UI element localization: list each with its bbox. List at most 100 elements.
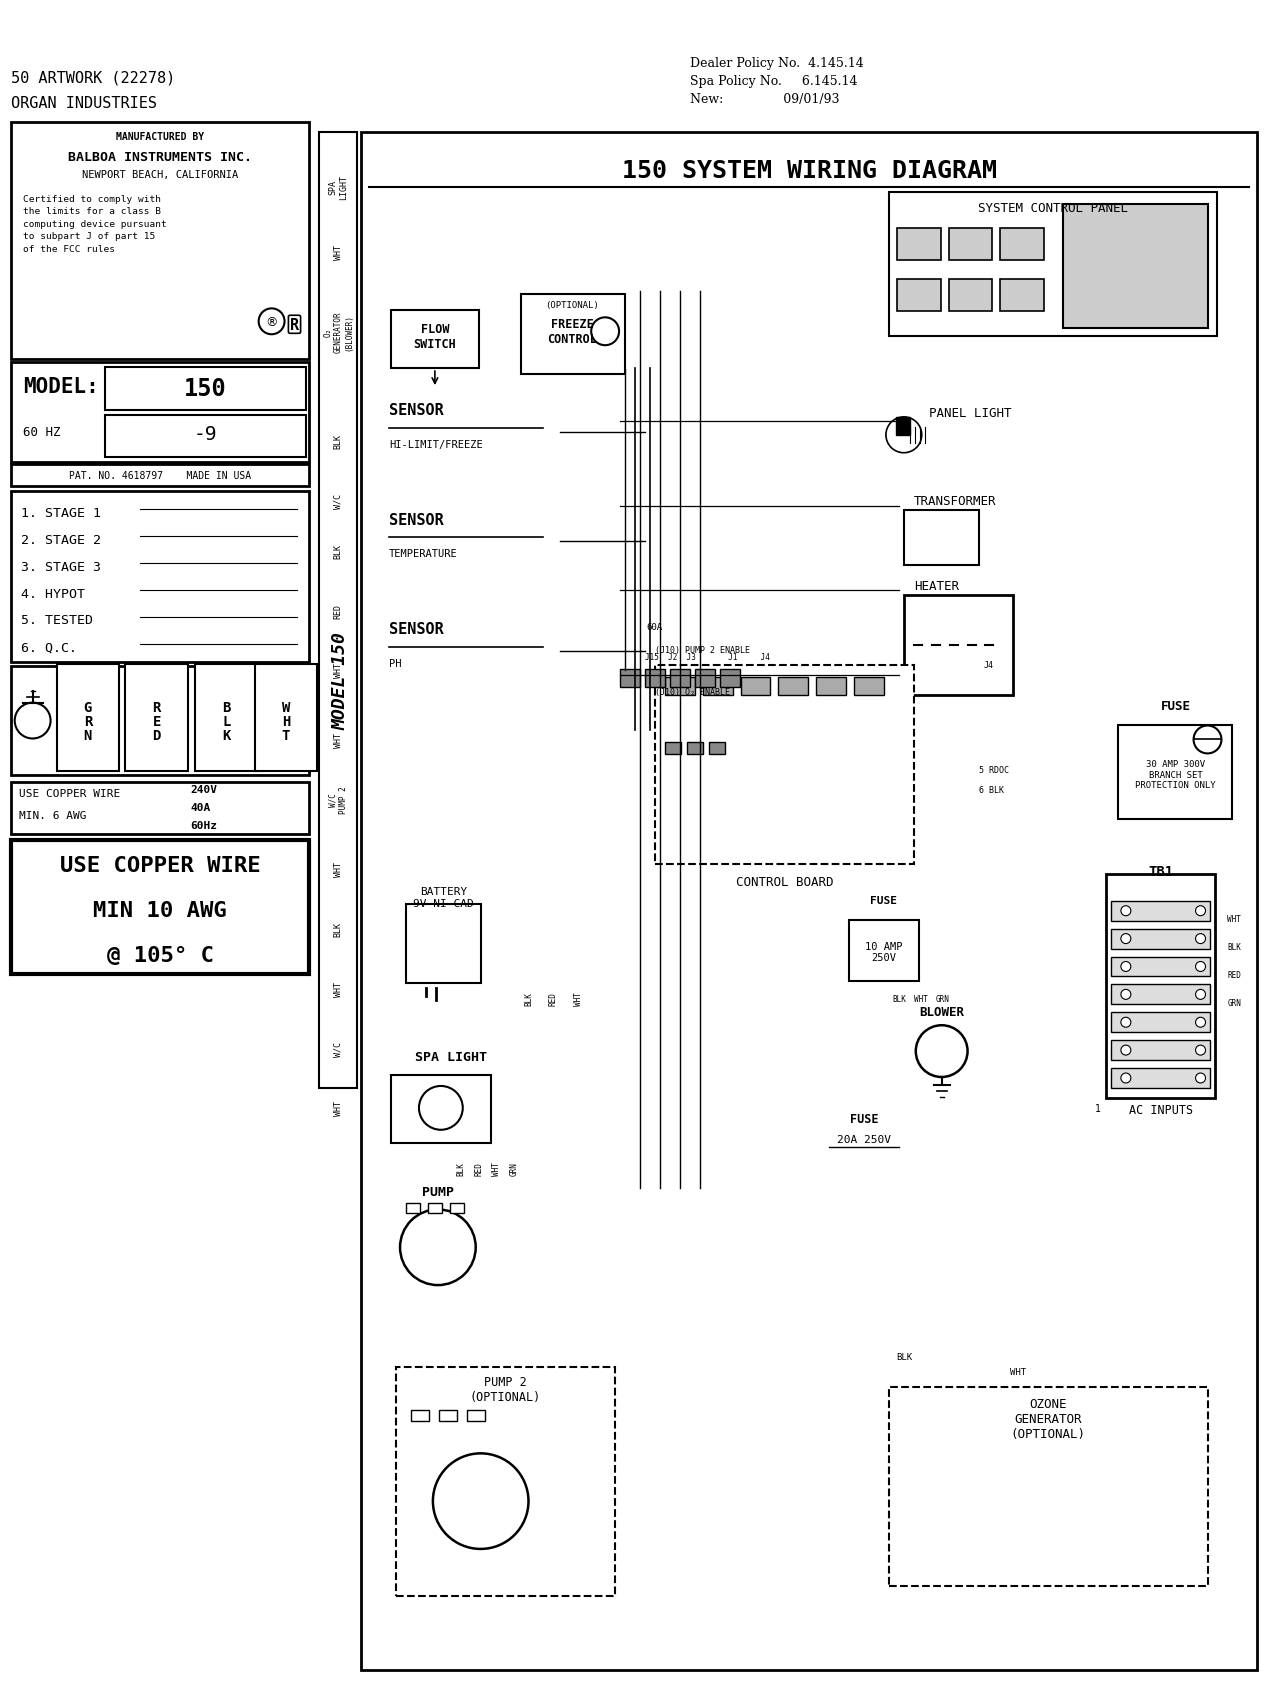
Circle shape [1121,963,1131,971]
Bar [125,664,187,773]
Text: WHT: WHT [334,732,343,747]
Bar [1111,902,1210,920]
Text: PUMP: PUMP [422,1185,454,1199]
Text: WHT: WHT [334,1100,343,1116]
Text: FREEZE
CONTROL: FREEZE CONTROL [547,318,597,346]
Text: 150: 150 [184,377,226,401]
Text: WHT: WHT [914,995,928,1004]
Bar [1063,205,1207,329]
Text: CONTROL BOARD: CONTROL BOARD [736,876,833,888]
Text: W/C
PUMP 2: W/C PUMP 2 [329,786,348,813]
Text: OZONE
GENERATOR
(OPTIONAL): OZONE GENERATOR (OPTIONAL) [1011,1397,1086,1440]
Text: J4: J4 [983,661,993,671]
Text: -9: -9 [193,424,217,445]
Circle shape [1121,1073,1131,1083]
Bar [695,669,715,688]
Bar [904,596,1014,694]
Circle shape [1121,990,1131,1000]
Circle shape [1196,990,1206,1000]
Bar [655,666,914,864]
Bar [896,418,910,436]
Text: PAT. NO. 4618797    MADE IN USA: PAT. NO. 4618797 MADE IN USA [69,470,251,481]
Text: G
R
N: G R N [84,700,92,742]
Text: 2. STAGE 2: 2. STAGE 2 [20,533,101,547]
Text: SENSOR: SENSOR [389,513,444,528]
Text: Certified to comply with
the limits for a class B
computing device pursuant
to s: Certified to comply with the limits for … [23,195,167,253]
Bar [56,664,120,773]
Bar [816,678,847,694]
Bar [10,841,310,975]
Text: 6. Q.C.: 6. Q.C. [20,642,76,654]
Bar [1001,280,1044,312]
Text: SPA
LIGHT: SPA LIGHT [329,175,348,200]
Bar [391,311,478,368]
Bar [1111,985,1210,1005]
Text: B
L
K: B L K [222,700,231,742]
Text: RED: RED [548,992,558,1005]
Bar [949,229,992,260]
Bar [664,744,681,756]
Text: ®: ® [265,316,278,329]
Text: BLK: BLK [334,543,343,559]
Text: BLK: BLK [456,1161,465,1175]
Text: PUMP 2
(OPTIONAL): PUMP 2 (OPTIONAL) [470,1375,541,1403]
Bar [709,744,724,756]
Text: WHT: WHT [334,245,343,260]
Bar [778,678,808,694]
Text: USE COPPER WIRE: USE COPPER WIRE [19,790,120,798]
Text: @ 105° C: @ 105° C [107,946,214,964]
Bar [741,678,770,694]
Text: 150 SYSTEM WIRING DIAGRAM: 150 SYSTEM WIRING DIAGRAM [622,160,997,183]
Bar [904,511,978,565]
Text: BALBOA INSTRUMENTS INC.: BALBOA INSTRUMENTS INC. [68,151,252,163]
Text: RED: RED [1228,970,1242,980]
Bar [405,1204,419,1214]
Text: WHT: WHT [334,662,343,678]
Bar [896,280,941,312]
Bar [10,124,310,360]
Text: (OPTIONAL): (OPTIONAL) [546,301,599,309]
Text: 30 AMP 300V
BRANCH SET
PROTECTION ONLY: 30 AMP 300V BRANCH SET PROTECTION ONLY [1135,761,1216,790]
Text: FLOW
SWITCH: FLOW SWITCH [413,323,456,351]
Bar [106,368,306,411]
Bar [467,1409,484,1421]
Text: MODEL:: MODEL: [23,377,98,397]
Text: New:               09/01/93: New: 09/01/93 [690,93,839,105]
Text: GRN: GRN [1228,998,1242,1007]
Text: GRN: GRN [510,1161,519,1175]
Text: GRN: GRN [936,995,950,1004]
Text: WHT: WHT [1010,1367,1026,1377]
Text: FUSE: FUSE [1160,700,1191,713]
Text: 40A: 40A [190,803,210,813]
Bar [889,1387,1207,1586]
Text: MIN. 6 AWG: MIN. 6 AWG [19,810,87,820]
Bar [10,363,310,462]
Bar [1105,874,1215,1099]
Text: TEMPERATURE: TEMPERATURE [389,548,458,559]
Bar [669,669,690,688]
Bar [428,1204,442,1214]
Text: FUSE: FUSE [871,895,898,905]
Text: Spa Policy No.     6.145.14: Spa Policy No. 6.145.14 [690,75,857,88]
Text: 1. STAGE 1: 1. STAGE 1 [20,506,101,520]
Bar [949,280,992,312]
Bar [896,229,941,260]
Circle shape [1121,1046,1131,1056]
Text: MODEL 150: MODEL 150 [332,632,349,728]
Text: 20A 250V: 20A 250V [836,1134,891,1144]
Text: 3. STAGE 3: 3. STAGE 3 [20,560,101,574]
Text: HEATER: HEATER [914,579,959,593]
Bar [391,1075,491,1143]
Text: HI-LIMIT/FREEZE: HI-LIMIT/FREEZE [389,440,483,450]
Circle shape [1196,1017,1206,1027]
Text: R: R [289,318,300,333]
Text: TRANSFORMER: TRANSFORMER [914,494,996,508]
Text: TB1: TB1 [1149,864,1173,878]
Bar [10,783,310,835]
Text: MANUFACTURED BY: MANUFACTURED BY [116,132,204,143]
Text: BLK: BLK [896,1353,912,1362]
Bar [1111,929,1210,949]
Bar [439,1409,456,1421]
Text: MIN 10 AWG: MIN 10 AWG [93,900,227,920]
Circle shape [1196,963,1206,971]
